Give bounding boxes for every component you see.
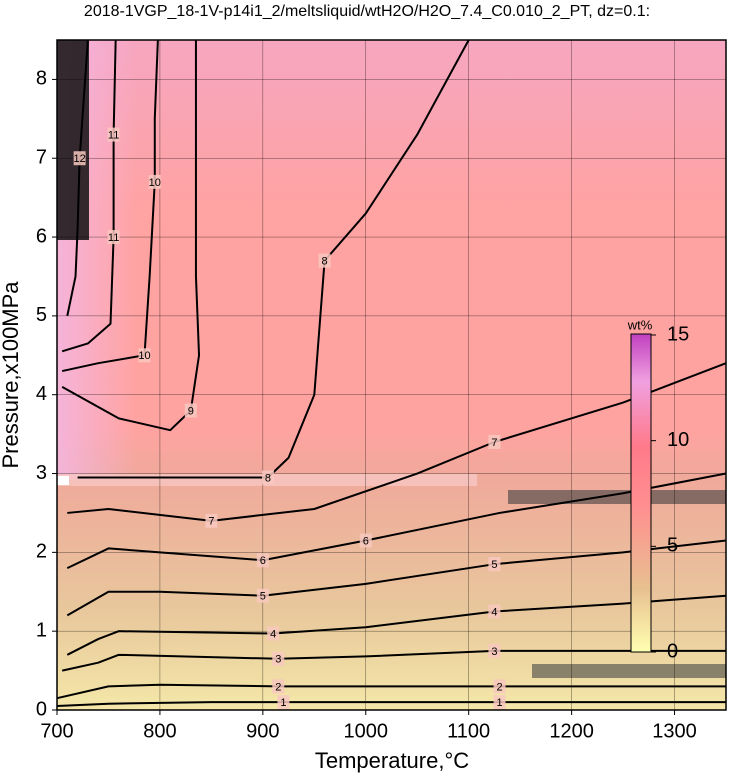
contour-label-bg xyxy=(488,604,501,619)
contour-label-bg xyxy=(267,626,280,641)
contour-label-bg xyxy=(488,435,501,449)
contour-label: 10 xyxy=(149,177,161,189)
contour-label: 7 xyxy=(491,437,497,449)
contour-label: 2 xyxy=(497,681,503,693)
contour-label-bg xyxy=(107,127,120,142)
y-axis-label: Pressure,x100MPa xyxy=(0,281,23,469)
contour-label: 11 xyxy=(108,129,119,141)
contour-label-bg xyxy=(272,679,285,694)
y-tick-label: 4 xyxy=(36,383,47,405)
contour-label: 8 xyxy=(265,472,271,484)
contour-label: 7 xyxy=(208,516,214,528)
band xyxy=(532,664,726,678)
y-tick-label: 7 xyxy=(36,147,47,169)
contour-label: 2 xyxy=(275,681,281,693)
y-tick-label: 0 xyxy=(36,698,47,720)
contour-label-bg xyxy=(73,151,86,166)
contour-label-bg xyxy=(318,253,331,268)
contour-label-bg xyxy=(256,588,269,603)
contour-label-bg xyxy=(107,230,120,245)
contour-line xyxy=(56,701,726,708)
colorbar-tick-label: 10 xyxy=(667,429,689,451)
colorbar-tick-label: 15 xyxy=(667,323,689,345)
x-tick-label: 1000 xyxy=(344,720,389,742)
contour-label: 9 xyxy=(188,405,194,417)
contour-line xyxy=(66,539,727,617)
contour-label: 4 xyxy=(491,606,497,618)
contour-label: 1 xyxy=(280,697,286,709)
contour-line xyxy=(61,649,726,672)
contour-line xyxy=(66,472,727,570)
colorbar-scale xyxy=(630,333,652,653)
contour-label: 8 xyxy=(322,256,328,268)
contour-label-bg xyxy=(138,348,151,363)
chart-title: 2018-1VGP_18-1V-p14i1_2/meltsliquid/wtH2… xyxy=(84,3,650,20)
y-tick-label: 3 xyxy=(36,462,47,484)
x-tick-label: 800 xyxy=(143,720,176,742)
contour-line xyxy=(61,39,159,373)
x-tick-label: 700 xyxy=(40,720,73,742)
contour-label-bg xyxy=(272,651,285,666)
contour-label-bg xyxy=(184,403,197,418)
band xyxy=(508,490,726,504)
contour-label-bg xyxy=(493,695,506,710)
y-tick-label: 5 xyxy=(36,304,47,326)
colorbar: wt% 0 5 10 15 xyxy=(627,317,690,662)
contour-label-bg xyxy=(261,470,274,485)
y-tick-label: 1 xyxy=(36,619,47,641)
contour-label-bg xyxy=(493,679,506,694)
plot-background xyxy=(57,40,726,710)
contour-label-bg xyxy=(359,533,372,548)
contour-label: 6 xyxy=(363,535,369,547)
contour-line xyxy=(56,683,726,700)
contour-line xyxy=(66,39,89,317)
contour-label: 10 xyxy=(138,350,150,362)
y-tick-label: 8 xyxy=(36,68,47,90)
contour-label-bg xyxy=(256,553,269,568)
contour-label-bg xyxy=(488,557,501,572)
contour-label: 4 xyxy=(270,628,276,640)
colorbar-tick-label: 0 xyxy=(667,640,678,662)
y-tick-label: 2 xyxy=(36,541,47,563)
y-tick-label: 6 xyxy=(36,225,47,247)
contour-line xyxy=(77,39,470,479)
contour-label-bg xyxy=(488,643,501,658)
contour-line xyxy=(61,40,201,432)
contour-line xyxy=(67,362,727,522)
contour-line xyxy=(66,594,727,656)
contour-label: 1 xyxy=(497,697,503,709)
contour-label-bg xyxy=(148,174,161,189)
x-tick-label: 900 xyxy=(246,720,279,742)
patch xyxy=(57,476,69,485)
contour-label-bg xyxy=(277,695,290,710)
contour-label: 3 xyxy=(275,654,281,666)
contour-label: 6 xyxy=(260,555,266,567)
x-tick-label: 1200 xyxy=(549,720,594,742)
colorbar-tick-label: 5 xyxy=(667,535,678,557)
colorbar-label: wt% xyxy=(627,317,653,332)
contour-label-bg xyxy=(205,513,218,528)
contour-label: 12 xyxy=(74,153,86,165)
contour-label: 3 xyxy=(491,646,497,658)
plot-frame xyxy=(56,39,727,711)
x-tick-label: 1300 xyxy=(652,720,697,742)
contour-label: 5 xyxy=(260,591,266,603)
contour-label: 11 xyxy=(108,232,119,244)
contour-label: 5 xyxy=(491,559,497,571)
contour-line xyxy=(61,39,117,353)
x-axis-label: Temperature,°C xyxy=(315,748,469,773)
dense-contours xyxy=(57,40,89,240)
x-tick-label: 1100 xyxy=(447,720,490,742)
